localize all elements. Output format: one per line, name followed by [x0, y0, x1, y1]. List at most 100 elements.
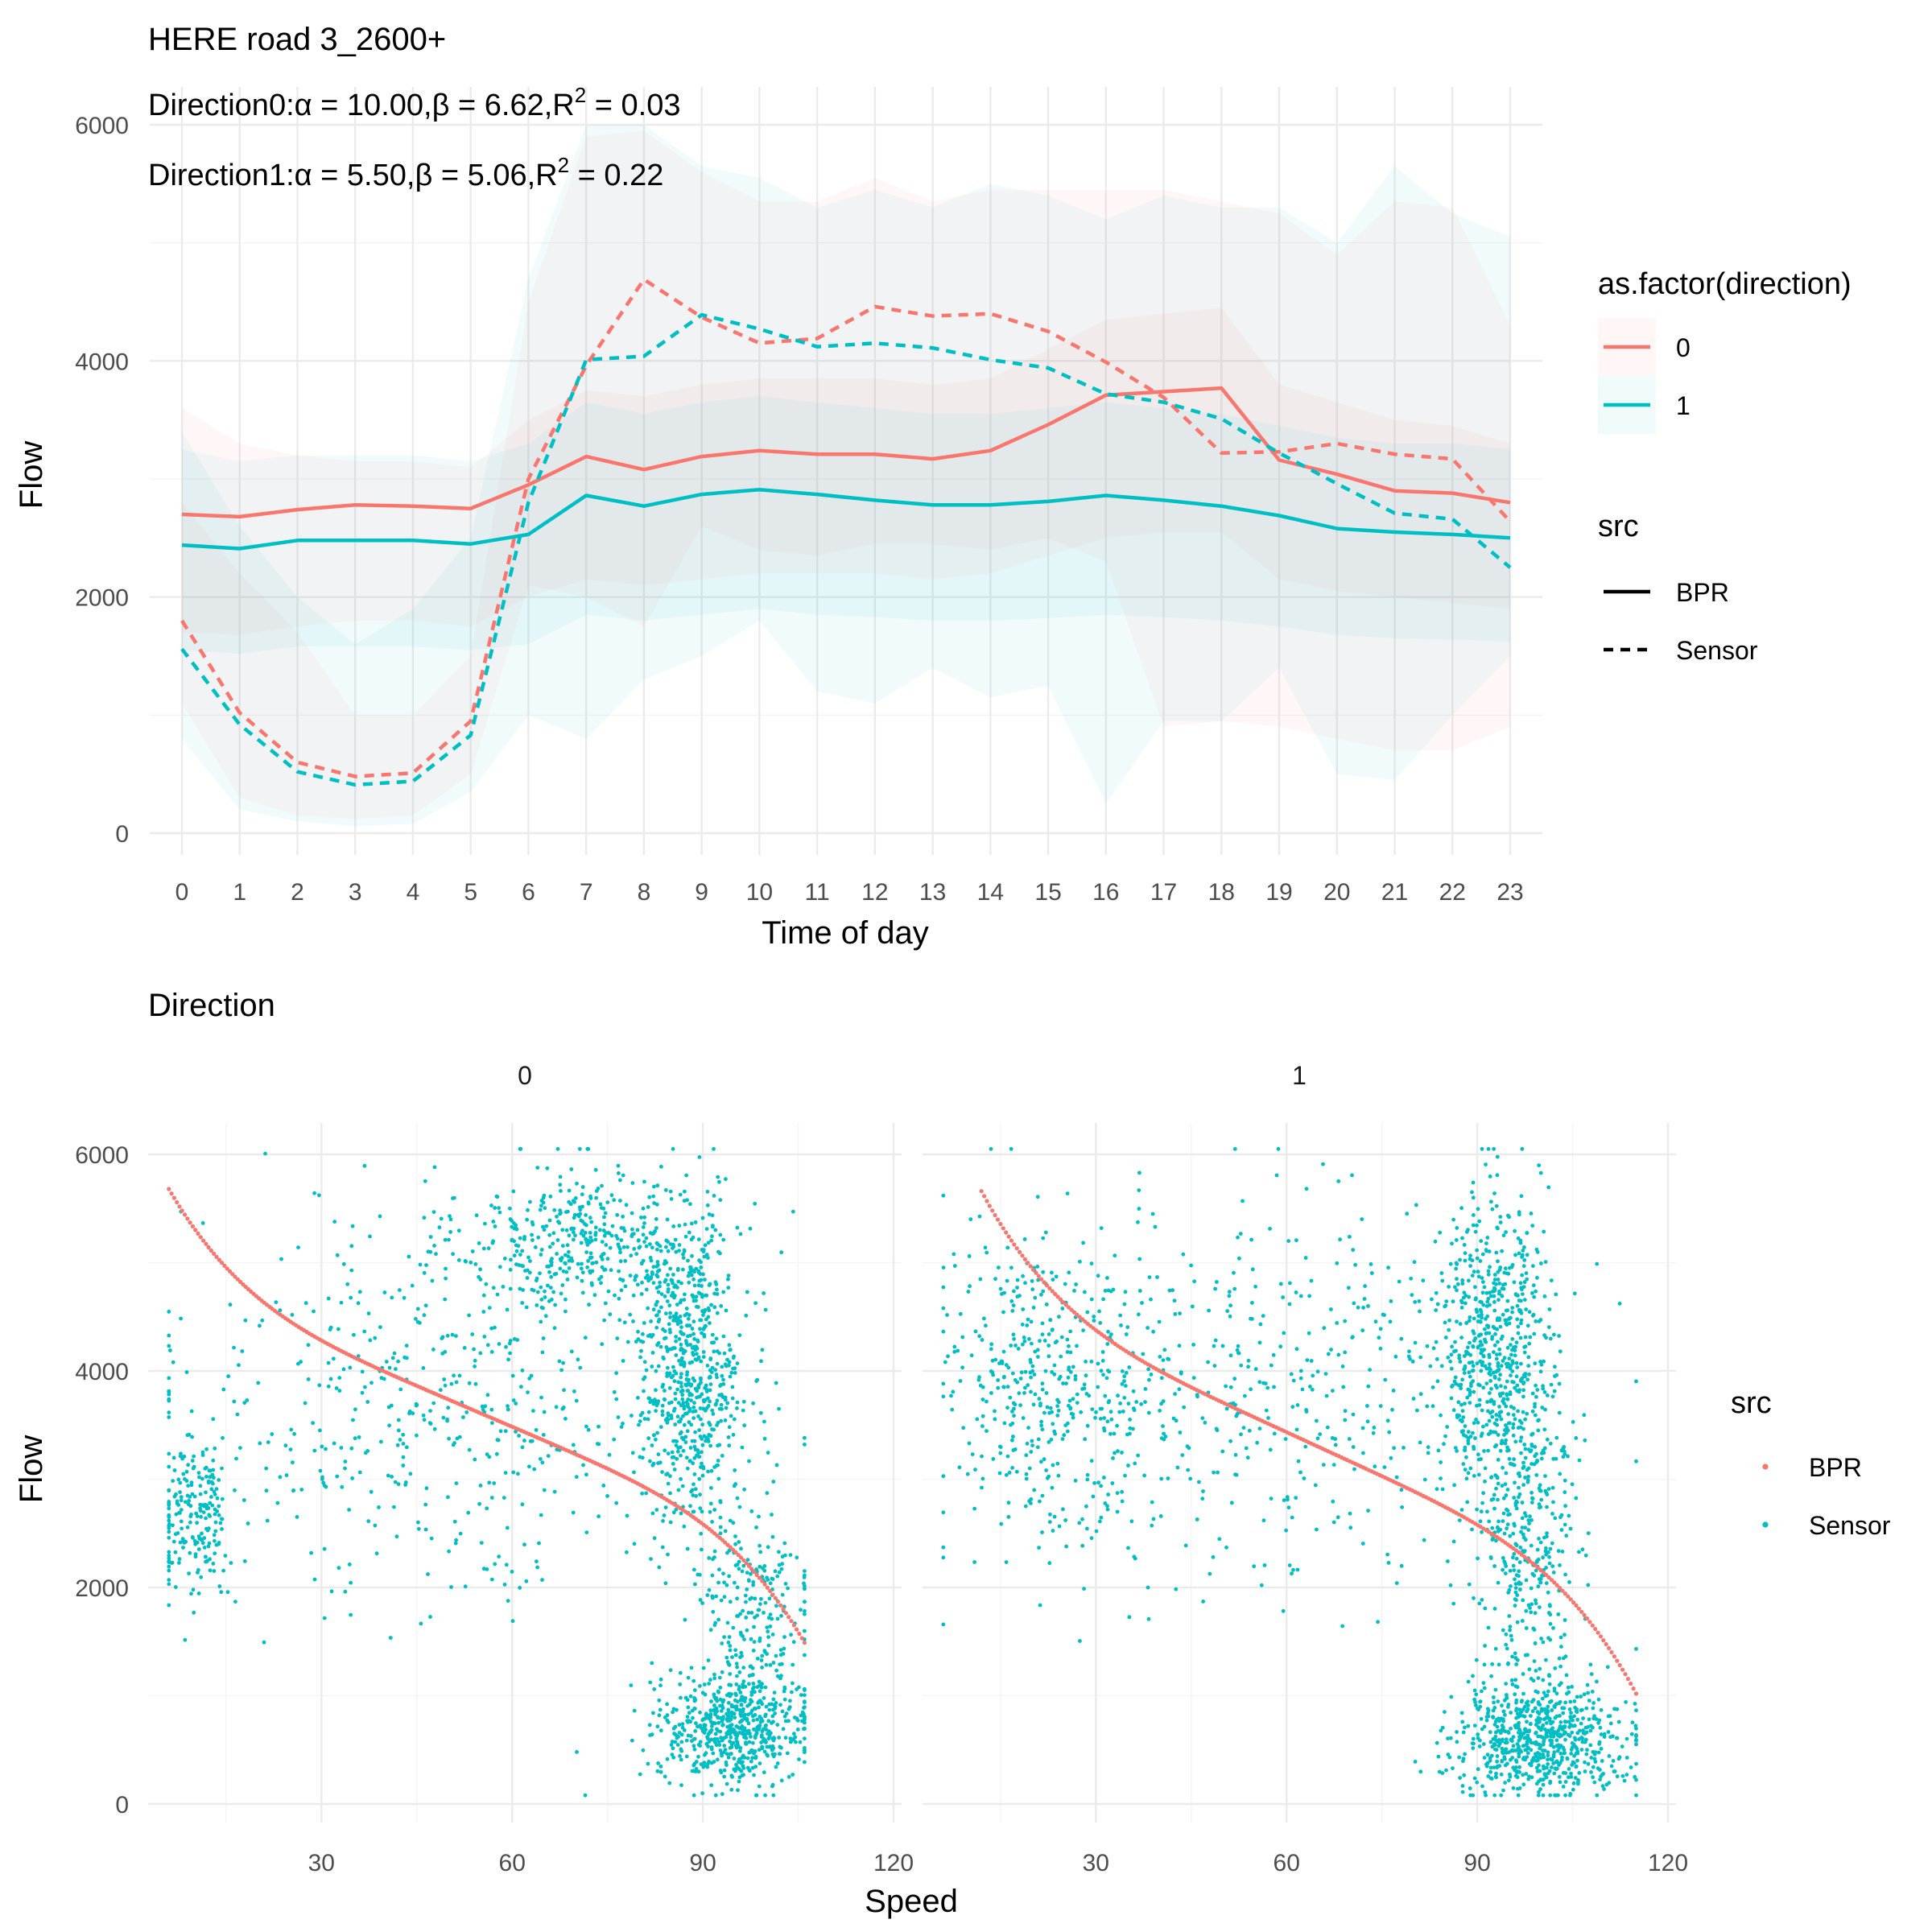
sensor-point	[1523, 1748, 1528, 1752]
sensor-point	[1487, 1352, 1492, 1357]
sensor-point	[1466, 1724, 1471, 1728]
sensor-point	[1602, 1787, 1606, 1791]
sensor-point	[353, 1436, 357, 1441]
sensor-point	[664, 1345, 669, 1349]
sensor-point	[518, 1146, 523, 1151]
sensor-point	[1539, 1456, 1544, 1461]
sensor-point	[1478, 1383, 1482, 1388]
sensor-point	[663, 1389, 667, 1393]
sensor-point	[698, 1327, 702, 1331]
sensor-point	[448, 1230, 452, 1234]
sensor-point	[1517, 1388, 1521, 1393]
sensor-point	[1470, 1190, 1474, 1195]
sensor-point	[1516, 1409, 1520, 1414]
sensor-point	[1545, 1393, 1550, 1397]
sensor-point	[667, 1371, 672, 1376]
sensor-point	[228, 1302, 233, 1307]
sensor-point	[1479, 1332, 1484, 1337]
sensor-point	[1040, 1493, 1045, 1498]
sensor-point	[699, 1377, 703, 1382]
sensor-point	[659, 1164, 663, 1169]
sensor-point	[1340, 1624, 1344, 1629]
sensor-point	[664, 1311, 668, 1316]
sensor-point	[200, 1453, 205, 1457]
sensor-point	[683, 1222, 687, 1227]
sensor-point	[758, 1550, 763, 1554]
sensor-point	[539, 1248, 544, 1252]
annotation-0-prefix: Direction0:	[148, 89, 295, 122]
top-x-tick: 17	[1150, 879, 1177, 906]
sensor-point	[520, 1368, 525, 1373]
sensor-point	[1321, 1463, 1326, 1467]
sensor-point	[1350, 1335, 1355, 1340]
sensor-point	[655, 1724, 660, 1729]
sensor-point	[1266, 1416, 1270, 1420]
sensor-point	[782, 1714, 787, 1719]
sensor-point	[1537, 1537, 1541, 1541]
sensor-point	[989, 1342, 994, 1347]
sensor-point	[1529, 1543, 1534, 1548]
sensor-point	[1588, 1662, 1593, 1667]
sensor-point	[701, 1350, 706, 1354]
sensor-point	[782, 1685, 787, 1690]
sensor-point	[1274, 1173, 1279, 1178]
sensor-point	[664, 1245, 668, 1249]
sensor-point	[1470, 1741, 1475, 1746]
sensor-point	[543, 1206, 547, 1211]
sensor-point	[1503, 1482, 1508, 1487]
sensor-point	[1505, 1397, 1510, 1402]
sensor-point	[1440, 1278, 1445, 1283]
sensor-point	[700, 1461, 704, 1466]
sensor-point	[727, 1711, 731, 1716]
sensor-point	[1505, 1740, 1509, 1745]
sensor-point	[446, 1495, 450, 1500]
sensor-point	[713, 1740, 717, 1745]
sensor-point	[651, 1711, 655, 1715]
sensor-point	[1525, 1411, 1530, 1416]
sensor-point	[668, 1242, 673, 1246]
sensor-point	[1506, 1703, 1511, 1707]
sensor-point	[1228, 1314, 1232, 1319]
sensor-point	[646, 1306, 650, 1311]
sensor-point	[1472, 1474, 1476, 1478]
sensor-point	[658, 1280, 662, 1285]
sensor-point	[564, 1309, 568, 1314]
sensor-point	[505, 1525, 510, 1530]
sensor-point	[700, 1473, 705, 1478]
sensor-point	[212, 1489, 217, 1494]
sensor-point	[508, 1217, 513, 1221]
sensor-point	[715, 1709, 720, 1714]
sensor-point	[312, 1448, 317, 1453]
sensor-point	[1634, 1379, 1638, 1384]
sensor-point	[993, 1277, 997, 1282]
sensor-point	[1051, 1463, 1055, 1468]
annotation-1-alpha-symbol: α	[295, 159, 312, 192]
sensor-point	[741, 1773, 745, 1777]
sensor-point	[1504, 1737, 1509, 1742]
sensor-point	[1488, 1373, 1492, 1377]
sensor-point	[733, 1534, 737, 1538]
sensor-point	[956, 1348, 960, 1353]
sensor-point	[1563, 1618, 1567, 1622]
sensor-point	[598, 1202, 603, 1207]
sensor-point	[724, 1693, 729, 1698]
sensor-point	[1543, 1474, 1547, 1478]
sensor-point	[786, 1586, 790, 1591]
sensor-point	[1545, 1437, 1550, 1442]
sensor-point	[614, 1371, 618, 1376]
sensor-point	[238, 1446, 242, 1450]
sensor-point	[1213, 1338, 1218, 1343]
sensor-point	[750, 1740, 755, 1745]
sensor-point	[743, 1593, 748, 1598]
sensor-point	[1502, 1433, 1506, 1437]
sensor-point	[1510, 1682, 1515, 1686]
sensor-point	[588, 1255, 592, 1260]
sensor-point	[1467, 1294, 1472, 1299]
sensor-point	[378, 1214, 382, 1219]
sensor-point	[1027, 1337, 1031, 1341]
sensor-point	[706, 1256, 710, 1260]
sensor-point	[445, 1418, 449, 1423]
sensor-point	[1500, 1286, 1505, 1291]
sensor-point	[1585, 1748, 1589, 1752]
sensor-point	[775, 1723, 780, 1728]
